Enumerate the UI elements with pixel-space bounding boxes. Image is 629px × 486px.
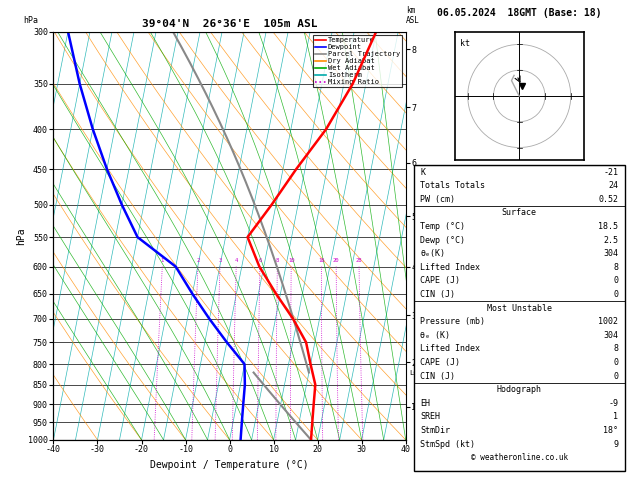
Text: 1: 1 xyxy=(160,259,164,263)
Text: 18.5: 18.5 xyxy=(598,222,618,231)
Text: PW (cm): PW (cm) xyxy=(420,195,455,204)
Text: 10: 10 xyxy=(288,259,294,263)
Text: 4: 4 xyxy=(235,259,238,263)
Text: 0: 0 xyxy=(613,290,618,299)
Text: © weatheronline.co.uk: © weatheronline.co.uk xyxy=(470,453,568,462)
Text: 06.05.2024  18GMT (Base: 18): 06.05.2024 18GMT (Base: 18) xyxy=(437,8,601,18)
Text: Pressure (mb): Pressure (mb) xyxy=(420,317,485,326)
Text: Mixing Ratio (g/kg): Mixing Ratio (g/kg) xyxy=(443,192,452,279)
Text: 0.52: 0.52 xyxy=(598,195,618,204)
Text: CAPE (J): CAPE (J) xyxy=(420,277,460,285)
Text: Dewp (°C): Dewp (°C) xyxy=(420,236,465,244)
Text: StmDir: StmDir xyxy=(420,426,450,435)
Text: 6: 6 xyxy=(259,259,262,263)
Text: Lifted Index: Lifted Index xyxy=(420,263,480,272)
Text: 8: 8 xyxy=(613,263,618,272)
Text: SREH: SREH xyxy=(420,413,440,421)
Text: 0: 0 xyxy=(613,277,618,285)
Text: CIN (J): CIN (J) xyxy=(420,372,455,381)
Text: km
ASL: km ASL xyxy=(406,6,420,25)
Text: 24: 24 xyxy=(608,181,618,190)
Text: Surface: Surface xyxy=(502,208,537,217)
Text: θₑ (K): θₑ (K) xyxy=(420,331,450,340)
Text: CAPE (J): CAPE (J) xyxy=(420,358,460,367)
Text: 1: 1 xyxy=(613,413,618,421)
Text: 2.5: 2.5 xyxy=(603,236,618,244)
Text: 18°: 18° xyxy=(603,426,618,435)
Text: kt: kt xyxy=(460,39,470,48)
Text: 16: 16 xyxy=(318,259,325,263)
Text: 8: 8 xyxy=(276,259,279,263)
Text: 304: 304 xyxy=(603,249,618,258)
Text: 20: 20 xyxy=(333,259,340,263)
Text: Totals Totals: Totals Totals xyxy=(420,181,485,190)
Text: Temp (°C): Temp (°C) xyxy=(420,222,465,231)
Text: CIN (J): CIN (J) xyxy=(420,290,455,299)
Text: Hodograph: Hodograph xyxy=(497,385,542,394)
Legend: Temperature, Dewpoint, Parcel Trajectory, Dry Adiabat, Wet Adiabat, Isotherm, Mi: Temperature, Dewpoint, Parcel Trajectory… xyxy=(313,35,402,87)
Text: 9: 9 xyxy=(613,440,618,449)
X-axis label: Dewpoint / Temperature (°C): Dewpoint / Temperature (°C) xyxy=(150,460,309,470)
Text: 28: 28 xyxy=(356,259,362,263)
Text: 304: 304 xyxy=(603,331,618,340)
Text: LCL: LCL xyxy=(409,369,422,376)
Text: -9: -9 xyxy=(608,399,618,408)
Text: Most Unstable: Most Unstable xyxy=(487,304,552,312)
Text: 0: 0 xyxy=(613,358,618,367)
Text: 1002: 1002 xyxy=(598,317,618,326)
Text: 0: 0 xyxy=(613,372,618,381)
Text: -21: -21 xyxy=(603,168,618,176)
Text: 8: 8 xyxy=(613,345,618,353)
Text: StmSpd (kt): StmSpd (kt) xyxy=(420,440,475,449)
Text: 3: 3 xyxy=(218,259,221,263)
Title: 39°04'N  26°36'E  105m ASL: 39°04'N 26°36'E 105m ASL xyxy=(142,19,318,30)
Text: hPa: hPa xyxy=(23,17,38,25)
Text: EH: EH xyxy=(420,399,430,408)
Text: Lifted Index: Lifted Index xyxy=(420,345,480,353)
Y-axis label: hPa: hPa xyxy=(16,227,26,244)
Text: θₑ(K): θₑ(K) xyxy=(420,249,445,258)
Text: K: K xyxy=(420,168,425,176)
Text: 2: 2 xyxy=(196,259,199,263)
